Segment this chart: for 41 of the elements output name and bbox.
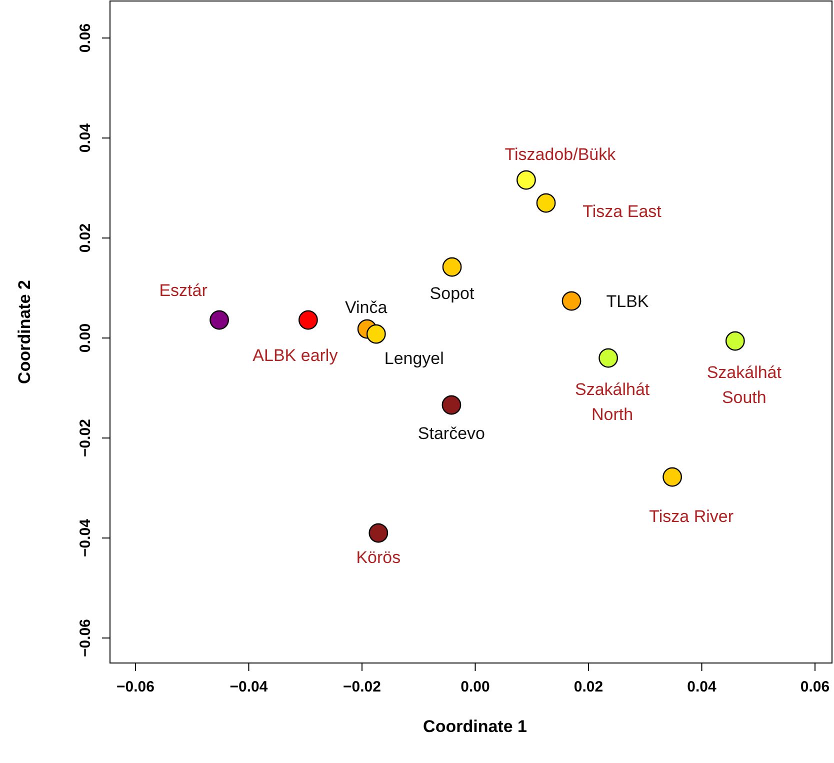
x-tick-label: 0.00 [460, 678, 490, 696]
annotation: Szakálhát North [574, 380, 650, 424]
y-tick-label: 0.02 [77, 223, 94, 253]
y-tick-label: −0.04 [77, 518, 94, 557]
annotation: Esztár [159, 281, 208, 300]
point [725, 331, 745, 351]
y-tick-label: −0.06 [77, 619, 94, 657]
point [442, 257, 462, 277]
annotation: Tiszadob/Bükk [504, 145, 616, 164]
point [368, 523, 388, 543]
annotation: Sopot [430, 284, 475, 303]
point [442, 395, 462, 415]
y-tick-label: 0.00 [77, 323, 94, 353]
annotation: Tisza East [582, 202, 662, 221]
annotation: TLBK [606, 292, 650, 311]
annotation: Lengyel [384, 349, 444, 368]
annotation: Tisza River [649, 507, 734, 526]
x-tick-label: −0.02 [343, 678, 381, 696]
y-axis-title: Coordinate 2 [15, 280, 34, 384]
annotation: Starčevo [418, 424, 486, 443]
point [598, 348, 618, 368]
point [366, 324, 386, 344]
point [298, 310, 318, 330]
point [536, 193, 556, 213]
x-tick-label: 0.02 [574, 678, 604, 696]
annotation: Vinča [344, 298, 388, 317]
x-tick-label: −0.04 [230, 678, 268, 696]
x-tick-label: −0.06 [116, 678, 154, 696]
point [662, 467, 682, 487]
y-tick-label: −0.02 [77, 419, 94, 457]
annotation: Körös [356, 548, 401, 567]
x-tick-label: 0.06 [800, 678, 830, 696]
annotation: ALBK early [252, 346, 338, 365]
annotation: Szakálhát South [706, 363, 782, 407]
y-tick-label: 0.04 [77, 122, 94, 153]
point [562, 291, 582, 311]
point [210, 310, 229, 330]
x-axis-title: Coordinate 1 [423, 717, 527, 736]
point [516, 170, 536, 190]
x-tick-label: 0.04 [687, 678, 718, 696]
y-tick-label: 0.06 [77, 23, 94, 53]
